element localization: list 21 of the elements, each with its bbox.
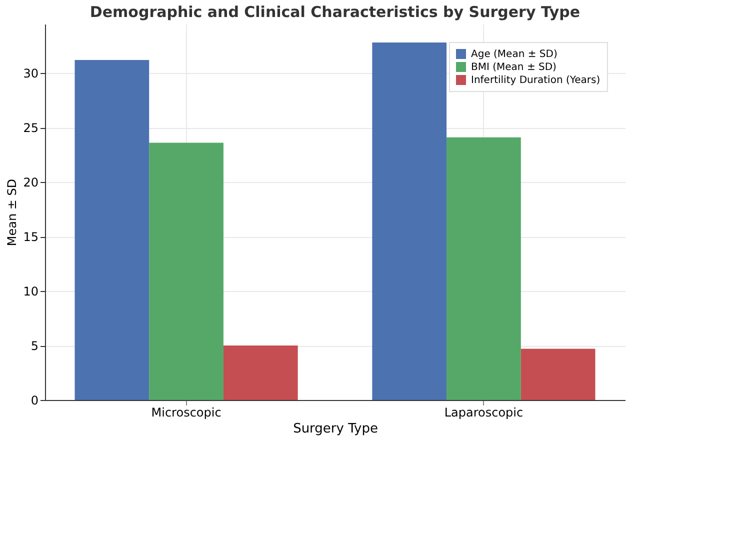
x-axis-title: Surgery Type — [293, 422, 378, 436]
y-tick-label: 25 — [23, 121, 38, 136]
y-axis-title: Mean ± SD — [5, 178, 20, 246]
bar — [520, 348, 596, 400]
legend-label: Age (Mean ± SD) — [471, 49, 558, 60]
legend-label: BMI (Mean ± SD) — [471, 62, 557, 73]
y-tick-label: 15 — [23, 230, 38, 244]
bar — [149, 142, 224, 400]
y-tick-label: 10 — [23, 284, 38, 299]
bar — [223, 346, 298, 400]
y-tick-label: 5 — [30, 339, 38, 354]
chart-title: Demographic and Clinical Characteristics by Surgery Type — [90, 3, 580, 21]
y-tick-label: 30 — [23, 66, 38, 81]
bar — [446, 137, 521, 400]
x-tick-label: Laparoscopic — [444, 406, 524, 420]
legend-label: Infertility Duration (Years) — [471, 75, 600, 86]
bar — [372, 42, 447, 400]
x-tick-label: Microscopic — [151, 406, 222, 420]
bar — [74, 60, 150, 400]
y-tick-label: 20 — [23, 176, 38, 190]
y-tick-label: 0 — [30, 394, 38, 408]
